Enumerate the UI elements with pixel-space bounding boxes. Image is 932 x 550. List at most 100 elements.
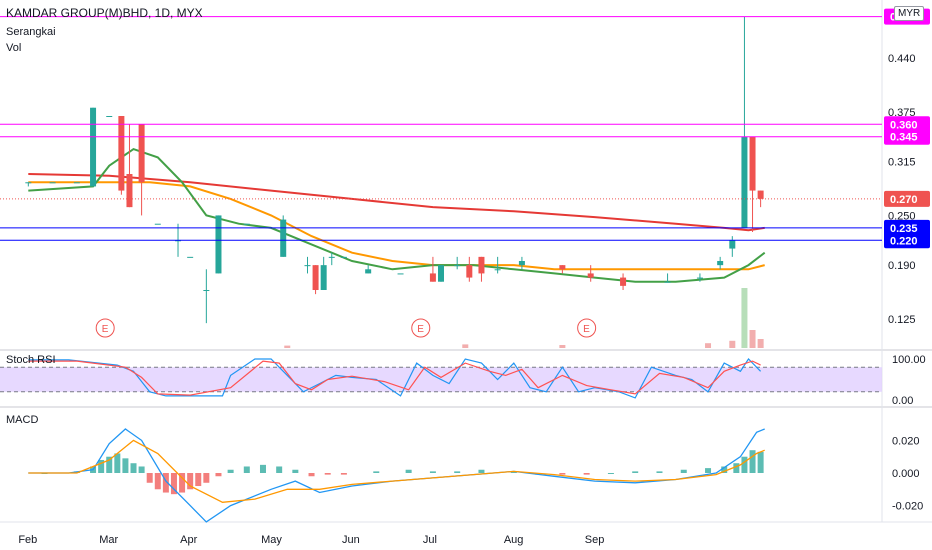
macd-histogram-bar [98,459,105,473]
last-price-tag [884,190,930,207]
macd-histogram-bar [741,456,748,473]
symbol-title[interactable]: KAMDAR GROUP(M)BHD, 1D, MYX [6,6,203,20]
macd-histogram-bar [680,469,687,473]
macd-histogram-bar [215,473,222,477]
price-tick-label: 0.190 [888,260,916,272]
candle-body [466,265,473,278]
candle-body [280,219,287,257]
indicator-label-volume[interactable]: Vol [6,42,22,54]
macd-histogram-bar [757,451,764,473]
macd-signal-line [28,439,765,503]
earnings-marker [577,318,597,338]
last-price-label: 0.270 [890,194,918,206]
candle-body [73,182,80,184]
candle-body [118,116,125,191]
candle-body [559,265,566,270]
candle-body [49,182,56,184]
candle-body [664,281,671,283]
candle-body [312,265,319,290]
volume-bar [757,339,764,348]
stoch-d-line [28,360,761,396]
macd-histogram-bar [733,463,740,473]
macd-histogram-bar [227,469,234,473]
level-tag [884,116,930,133]
macd-histogram-bar [749,450,756,473]
candle-body [438,265,444,282]
ma-mid-line [28,181,765,271]
macd-histogram-bar [162,473,169,493]
candle-body [203,290,210,291]
candle-body [620,277,627,286]
macd-histogram-bar [292,469,299,473]
candle-body [243,223,250,225]
macd-histogram-bar [405,469,412,473]
candle-body [729,240,736,249]
earnings-marker-label: E [583,324,590,335]
macd-histogram-bar [259,464,266,473]
currency-badge[interactable]: MYR [894,6,925,21]
macd-histogram-bar [170,473,177,495]
indicator-label-macd[interactable]: MACD [6,414,39,426]
price-tick-label: 0.375 [888,107,916,119]
macd-tick-label: 0.000 [892,468,920,480]
level-tag-label: 0.345 [890,132,918,144]
stoch-tick-label: 0.00 [892,395,913,407]
macd-histogram-bar [154,473,161,490]
price-tick-label: 0.440 [888,53,916,65]
volume-bar [284,345,291,348]
stoch-k-line [28,358,762,399]
macd-histogram-bar [308,473,315,477]
time-tick-label: Sep [585,534,605,546]
time-tick-label: Mar [99,534,118,546]
macd-tick-label: -0.020 [892,501,923,513]
volume-bar [741,288,748,348]
earnings-marker-label: E [417,324,424,335]
macd-histogram-bar [373,471,380,473]
price-tick-label: 0.125 [888,314,916,326]
earnings-marker-label: E [102,324,109,335]
indicator-label-serangkai[interactable]: Serangkai [6,26,56,38]
candle-body [717,261,724,266]
candle-body [138,124,145,183]
macd-histogram-bar [429,471,436,473]
macd-histogram-bar [478,469,485,473]
candle-body [478,256,485,274]
candle-body [320,265,327,290]
level-tag-label: 0.360 [890,119,918,131]
volume-bar [705,343,712,348]
candle-body [749,136,756,191]
macd-histogram-bar [632,471,639,473]
level-tag [884,128,930,145]
level-tag-label: 0.235 [890,223,918,235]
macd-histogram-bar [583,473,590,475]
earnings-marker [411,318,431,338]
volume-bar [749,330,756,348]
volume-bar [729,340,736,348]
macd-histogram-bar [203,473,210,483]
candle-body [518,261,525,266]
candle-body [106,116,113,117]
macd-histogram-bar [106,456,113,473]
macd-histogram-bar [146,473,153,483]
candle-body [328,256,335,258]
indicator-label-stoch-rsi[interactable]: Stoch RSI [6,354,56,366]
price-tick-label: 0.315 [888,157,916,169]
candle-body [90,107,97,187]
time-tick-label: Apr [180,534,197,546]
macd-histogram-bar [243,466,250,473]
macd-tick-label: 0.020 [892,435,920,447]
macd-histogram-bar [607,473,614,474]
time-tick-label: Jun [342,534,360,546]
time-tick-label: Aug [504,534,524,546]
volume-bar [462,344,469,348]
earnings-marker [95,318,115,338]
macd-histogram-bar [187,473,194,490]
candle-body [696,277,703,279]
stoch-tick-label: 100.00 [892,354,926,366]
macd-histogram-bar [324,473,331,475]
macd-histogram-bar [179,473,186,493]
macd-histogram-bar [721,466,728,473]
candle-body [126,174,133,208]
